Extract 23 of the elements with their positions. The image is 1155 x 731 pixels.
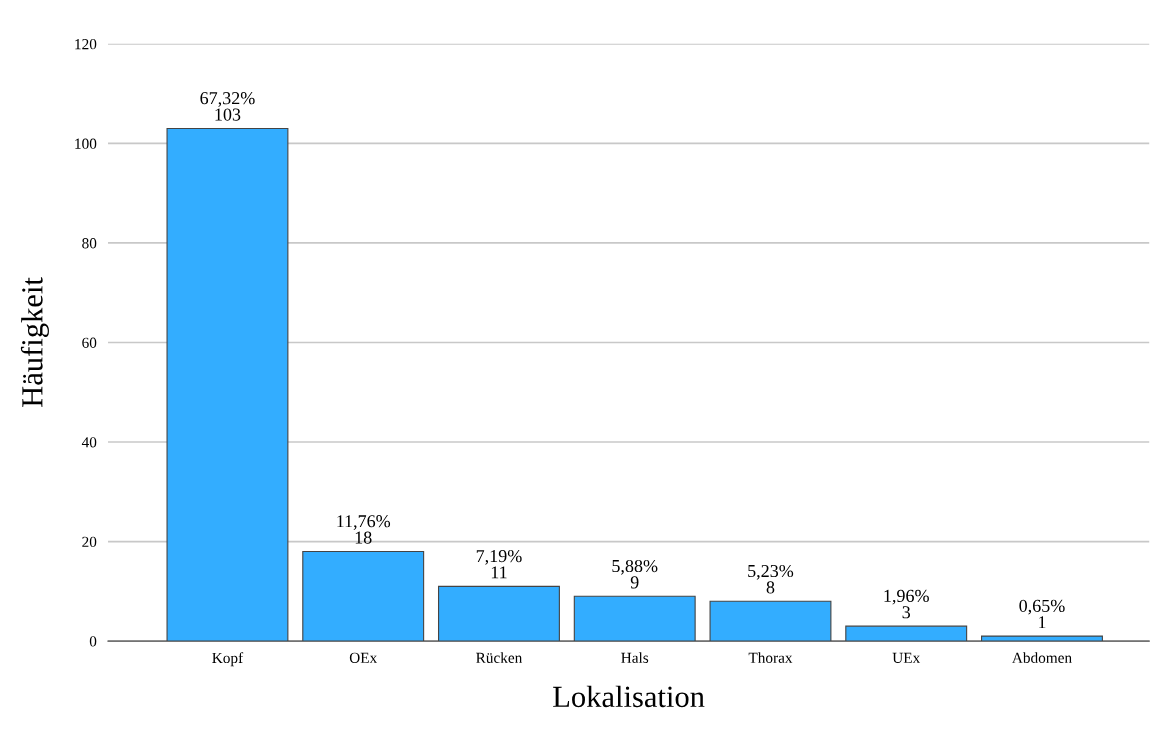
- y-tick-label: 100: [75, 138, 97, 149]
- x-tick-label: Thorax: [748, 652, 793, 663]
- y-tick-label: 80: [82, 238, 97, 249]
- x-tick-label: OEx: [349, 652, 378, 663]
- data-label: 0,65% 1: [1019, 599, 1065, 629]
- y-tick-label: 60: [82, 337, 97, 348]
- data-label: 11,76% 18: [337, 515, 391, 544]
- x-tick-label: Hals: [621, 652, 649, 663]
- x-tick-label: Abdomen: [1012, 652, 1072, 663]
- y-tick-label: 20: [82, 536, 97, 547]
- x-tick-label: Kopf: [212, 652, 244, 667]
- y-tick-label: 40: [81, 437, 97, 448]
- data-label: 5,23% 8: [748, 564, 794, 594]
- x-tick-label: Rücken: [476, 652, 523, 663]
- data-label: 7,19% 11: [476, 549, 522, 579]
- x-tick-label: UEx: [892, 652, 921, 663]
- y-tick-label: 120: [75, 39, 97, 50]
- y-tick-label: 0: [89, 636, 97, 647]
- y-axis-title: Häufigkeit: [20, 277, 49, 407]
- data-label: 1,96% 3: [884, 589, 929, 619]
- x-axis-title: Lokalisation: [553, 685, 705, 708]
- data-label: 67,32% 103: [200, 92, 255, 121]
- data-label: 5,88% 9: [612, 559, 658, 589]
